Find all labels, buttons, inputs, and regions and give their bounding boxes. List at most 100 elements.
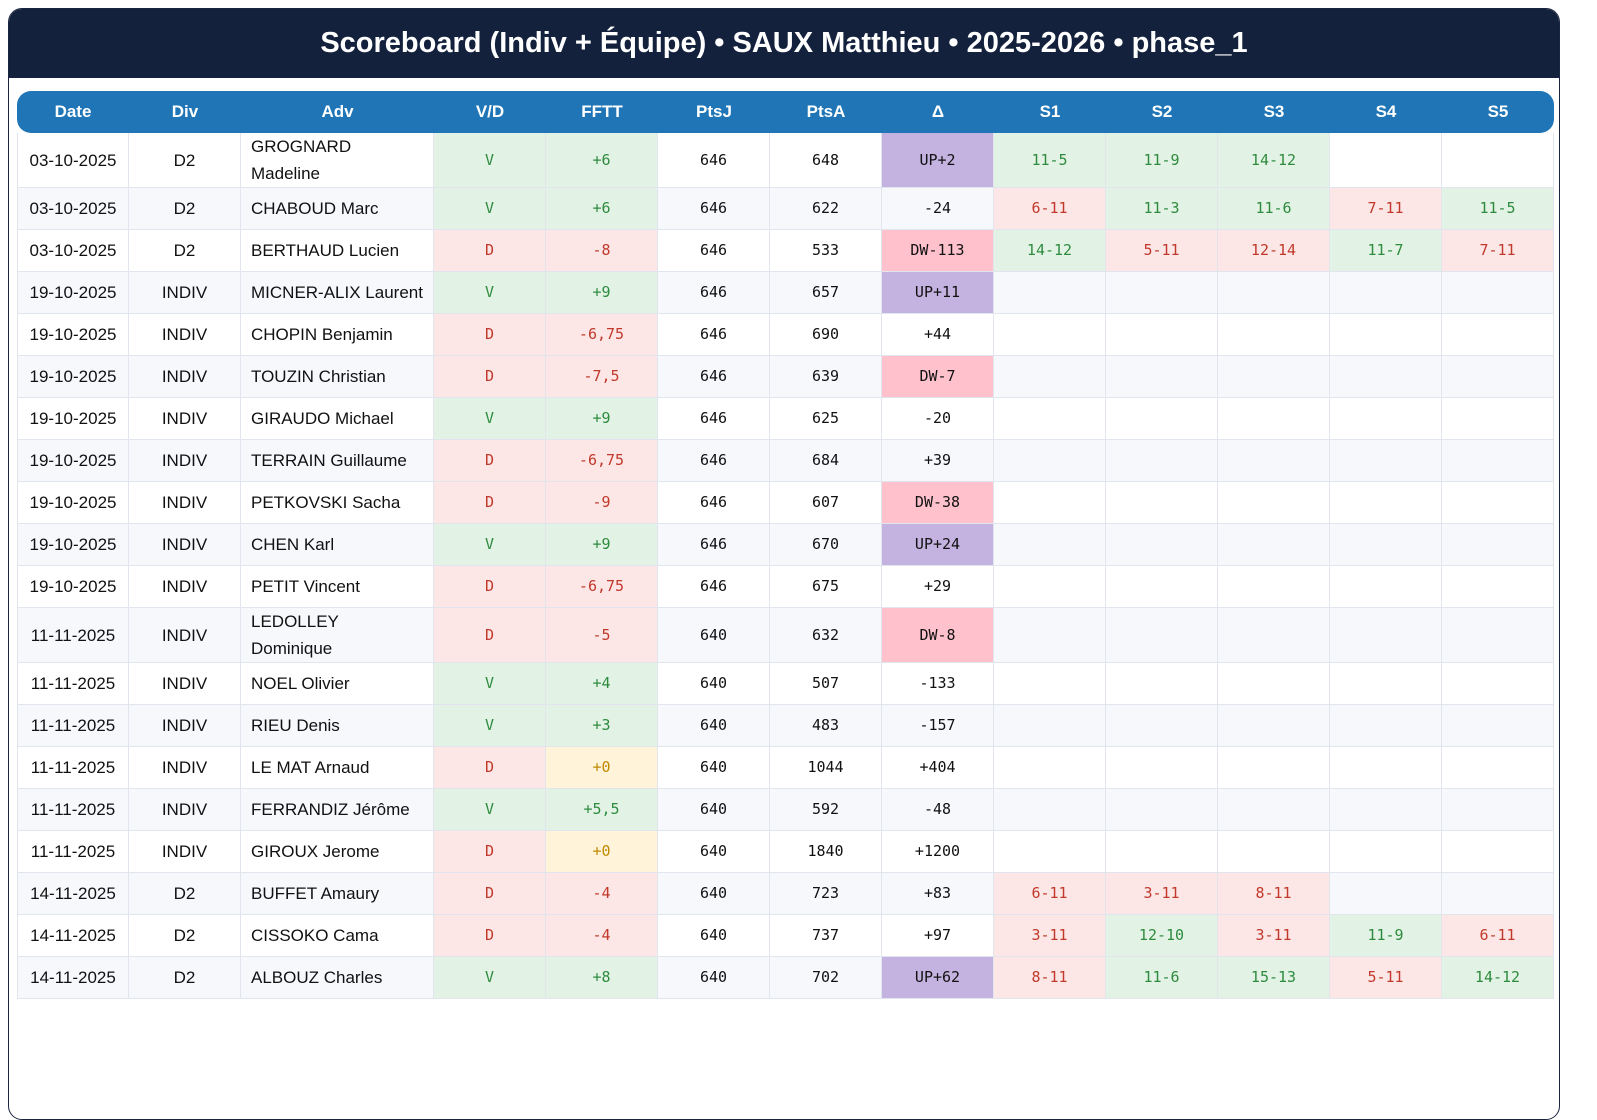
table-cell: D	[434, 482, 546, 524]
table-body: 03-10-2025 D2 GROGNARD Madeline V +6 646 648 UP…	[17, 133, 1554, 999]
table-cell: V	[434, 398, 546, 440]
table-cell	[1330, 440, 1442, 482]
table-cell: 702	[770, 957, 882, 999]
table-cell: UP+24	[882, 524, 994, 566]
table-row: 03-10-2025 D2 BERTHAUD Lucien D -8 646 533 DW-1…	[17, 230, 1554, 272]
table-cell: INDIV	[129, 398, 241, 440]
table-cell: +9	[546, 524, 658, 566]
table-cell: 19-10-2025	[17, 566, 129, 608]
table-row: 14-11-2025 D2 BUFFET Amaury D -4 640 723 +83 6-1…	[17, 873, 1554, 915]
table-row: 19-10-2025 INDIV CHEN Karl V +9 646 670 UP+24	[17, 524, 1554, 566]
table-cell: V	[434, 188, 546, 230]
table-cell: -8	[546, 230, 658, 272]
column-header: S1	[994, 91, 1106, 133]
table-cell: 14-11-2025	[17, 873, 129, 915]
table-row: 19-10-2025 INDIV TERRAIN Guillaume D -6,75 64…	[17, 440, 1554, 482]
table-cell: +0	[546, 831, 658, 873]
table-row: 19-10-2025 INDIV TOUZIN Christian D -7,5 646 6…	[17, 356, 1554, 398]
table-cell: 11-6	[1106, 957, 1218, 999]
table-cell: 639	[770, 356, 882, 398]
table-cell: +29	[882, 566, 994, 608]
table-cell	[1106, 663, 1218, 705]
table-cell: 11-11-2025	[17, 831, 129, 873]
table-cell: V	[434, 957, 546, 999]
table-cell	[1330, 482, 1442, 524]
table-cell: +83	[882, 873, 994, 915]
table-cell: +8	[546, 957, 658, 999]
table-cell	[1106, 356, 1218, 398]
table-cell	[1442, 482, 1554, 524]
table-cell: MICNER-ALIX Laurent	[241, 272, 434, 314]
table-cell: DW-38	[882, 482, 994, 524]
table-cell	[1106, 705, 1218, 747]
table-cell: GIROUX Jerome	[241, 831, 434, 873]
table-row: 19-10-2025 INDIV MICNER-ALIX Laurent V +9 646…	[17, 272, 1554, 314]
table-row: 03-10-2025 D2 CHABOUD Marc V +6 646 622 -24 6-11…	[17, 188, 1554, 230]
table-cell: 11-6	[1218, 188, 1330, 230]
column-header: PtsJ	[658, 91, 770, 133]
table-cell: +9	[546, 398, 658, 440]
table-cell: UP+62	[882, 957, 994, 999]
table-cell: 11-11-2025	[17, 608, 129, 663]
table-cell	[1330, 705, 1442, 747]
table-cell: 11-5	[1442, 188, 1554, 230]
table-cell: 507	[770, 663, 882, 705]
table-cell	[1330, 831, 1442, 873]
table-cell: V	[434, 789, 546, 831]
table-cell	[1442, 831, 1554, 873]
table-cell	[994, 608, 1106, 663]
table-cell: 640	[658, 608, 770, 663]
table-cell: 6-11	[1442, 915, 1554, 957]
table-cell: +44	[882, 314, 994, 356]
table-cell: 723	[770, 873, 882, 915]
table-cell: 675	[770, 566, 882, 608]
table-cell	[1442, 566, 1554, 608]
table-cell	[1218, 314, 1330, 356]
table-cell: 19-10-2025	[17, 398, 129, 440]
table-cell	[994, 831, 1106, 873]
table-cell: LEDOLLEY Dominique	[241, 608, 434, 663]
table-cell: 8-11	[1218, 873, 1330, 915]
table-cell: 15-13	[1218, 957, 1330, 999]
table-cell	[1330, 608, 1442, 663]
table-cell	[1218, 398, 1330, 440]
table-cell: -6,75	[546, 314, 658, 356]
table-cell	[1330, 356, 1442, 398]
table-cell	[1218, 747, 1330, 789]
table-cell: 12-14	[1218, 230, 1330, 272]
table-cell: 622	[770, 188, 882, 230]
table-cell: 640	[658, 747, 770, 789]
table-cell: 03-10-2025	[17, 188, 129, 230]
table-cell: 03-10-2025	[17, 133, 129, 188]
table-cell	[1106, 314, 1218, 356]
table-cell: D2	[129, 188, 241, 230]
table-cell: DW-8	[882, 608, 994, 663]
column-header: S4	[1330, 91, 1442, 133]
table-cell: 737	[770, 915, 882, 957]
table-cell: FERRANDIZ Jérôme	[241, 789, 434, 831]
table-cell: 11-11-2025	[17, 747, 129, 789]
table-cell	[1106, 566, 1218, 608]
header-row: Date Div Adv V/D FFTT PtsJ PtsA Δ S1 S2 S3 S4 S5	[17, 91, 1554, 133]
table-cell: D2	[129, 133, 241, 188]
table-cell: 625	[770, 398, 882, 440]
table-cell	[1218, 482, 1330, 524]
table-cell	[1106, 747, 1218, 789]
table-cell	[1106, 608, 1218, 663]
table-cell: 3-11	[1106, 873, 1218, 915]
scoreboard-card: Scoreboard (Indiv + Équipe) • SAUX Matth…	[8, 8, 1560, 1120]
table-cell: 03-10-2025	[17, 230, 129, 272]
table-cell: 11-9	[1330, 915, 1442, 957]
table-cell: 690	[770, 314, 882, 356]
table-cell: D	[434, 314, 546, 356]
table-cell	[1330, 398, 1442, 440]
table-cell: 640	[658, 873, 770, 915]
table-cell: +9	[546, 272, 658, 314]
table-cell: INDIV	[129, 356, 241, 398]
table-cell: V	[434, 705, 546, 747]
table-cell: 5-11	[1330, 957, 1442, 999]
table-cell: -20	[882, 398, 994, 440]
table-cell: 646	[658, 524, 770, 566]
table-cell: 11-7	[1330, 230, 1442, 272]
column-header: S2	[1106, 91, 1218, 133]
